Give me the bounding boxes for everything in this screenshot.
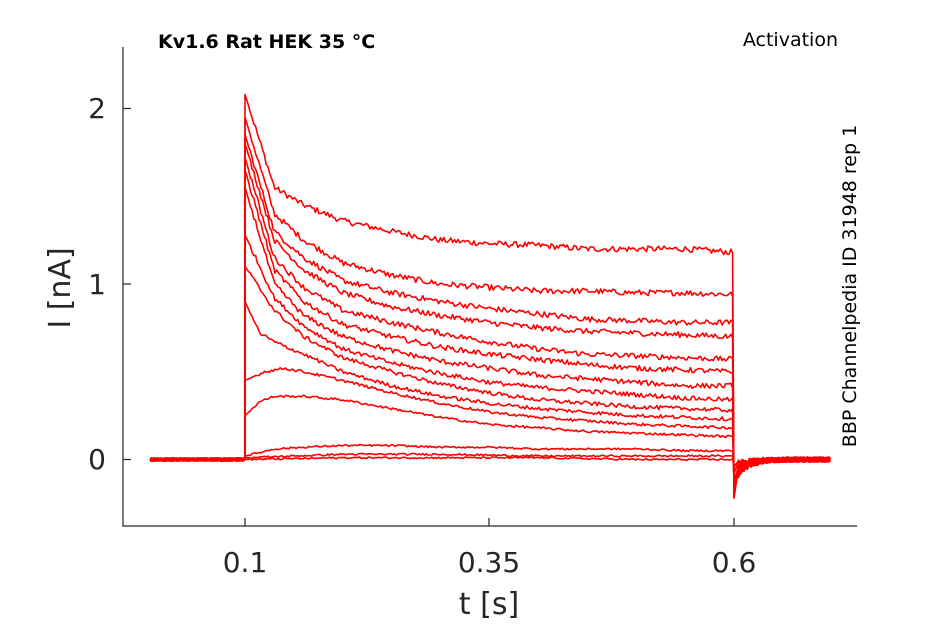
current-trace-14	[149, 452, 831, 468]
chart-title-left: Kv1.6 Rat HEK 35 °C	[158, 31, 375, 53]
current-trace-9	[149, 265, 831, 485]
x-tick-label-0.1: 0.1	[223, 546, 268, 579]
current-trace-8	[149, 234, 831, 488]
axes	[122, 47, 857, 527]
current-trace-5	[149, 156, 831, 495]
plot-area	[149, 93, 831, 499]
x-axis-label: t [s]	[459, 587, 519, 622]
chart-title-right: Activation	[743, 29, 838, 51]
current-trace-2	[150, 116, 831, 499]
current-trace-11	[149, 366, 831, 475]
current-trace-6	[149, 169, 831, 494]
y-axis-label: I [nA]	[43, 247, 78, 328]
y-tick-label-0: 0	[88, 443, 106, 476]
x-ticks: 0.1 0.35 0.6	[223, 518, 757, 579]
current-trace-12	[149, 394, 831, 472]
current-trace-10	[149, 300, 831, 482]
y-tick-label-1: 1	[88, 268, 106, 301]
x-tick-label-0.35: 0.35	[458, 546, 520, 579]
current-trace-1	[149, 93, 831, 499]
current-trace-13	[149, 443, 831, 468]
current-trace-3	[149, 134, 831, 497]
current-trace-7	[149, 186, 831, 492]
x-tick-label-0.6: 0.6	[712, 546, 757, 579]
current-trace-15	[149, 456, 831, 468]
y-ticks: 0 1 2	[88, 92, 131, 476]
side-label: BBP Channelpedia ID 31948 rep 1	[839, 125, 861, 447]
y-tick-label-2: 2	[88, 92, 106, 125]
current-trace-4	[149, 142, 831, 496]
